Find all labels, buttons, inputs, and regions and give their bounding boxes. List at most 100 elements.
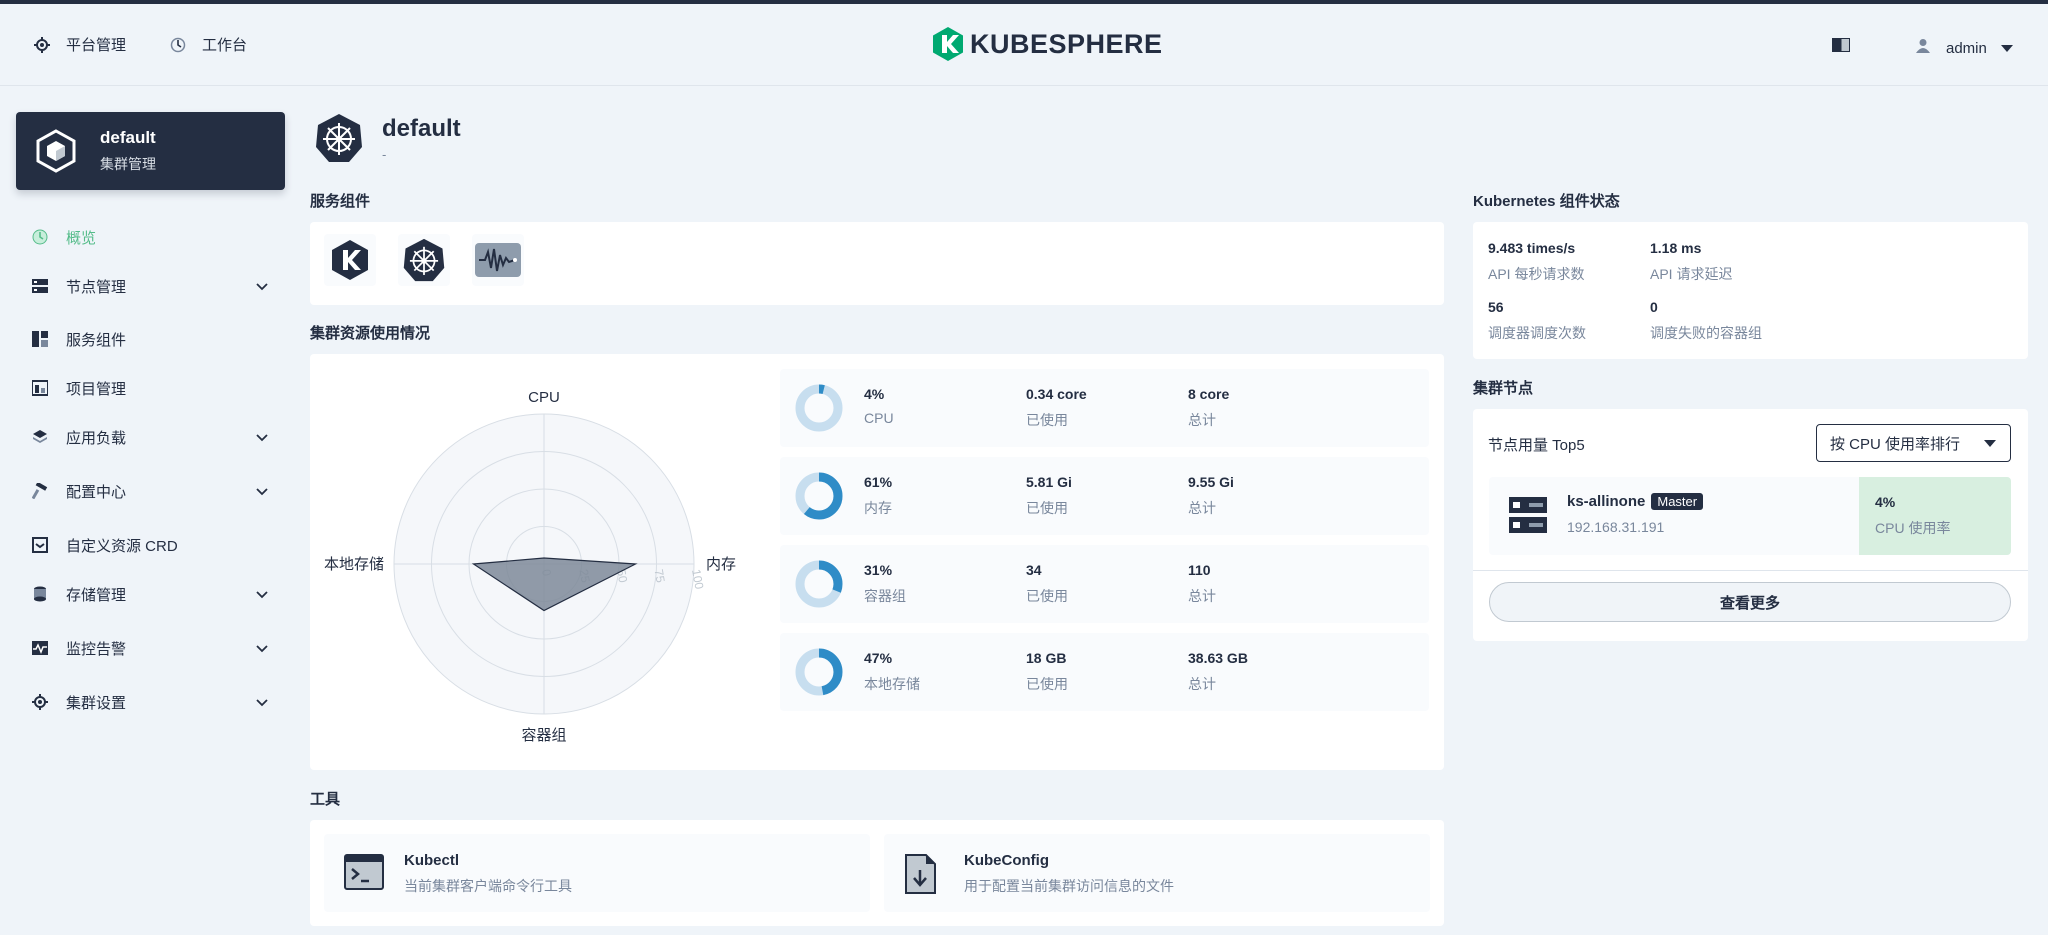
- metric-percent: 47%: [864, 650, 893, 666]
- sidebar-item-label: 应用负载: [66, 429, 127, 447]
- sidebar-item-config[interactable]: 配置中心: [32, 479, 272, 503]
- sidebar-item-label: 项目管理: [66, 380, 127, 398]
- server-icon: [1509, 497, 1547, 538]
- metric-used: 5.81 Gi: [1026, 474, 1072, 490]
- metric-used-label: 已使用: [1026, 588, 1068, 604]
- metric-name: CPU: [864, 410, 894, 426]
- sidebar-item-workloads[interactable]: 应用负载: [32, 425, 272, 449]
- components-icon: [32, 331, 48, 347]
- user-menu[interactable]: admin: [1916, 38, 2013, 58]
- radar-axis-label: CPU: [528, 389, 560, 406]
- metric-total: 110: [1188, 562, 1211, 578]
- k8s-status-panel: 9.483 times/s API 每秒请求数 1.18 ms API 请求延迟 5…: [1473, 222, 2028, 359]
- kubesphere-logo-icon: [933, 27, 963, 61]
- node-cpu-label: CPU 使用率: [1875, 520, 1951, 536]
- sidebar-item-label: 配置中心: [66, 483, 127, 501]
- node-name: ks-allinone: [1567, 493, 1646, 510]
- metric-storage: 47% 本地存储 18 GB 已使用 38.63 GB 总计: [780, 633, 1429, 711]
- crd-icon: [32, 537, 48, 553]
- chevron-down-icon: [256, 694, 268, 711]
- sidebar-item-nodes[interactable]: 节点管理: [32, 274, 272, 298]
- workbench-nav[interactable]: 工作台: [168, 34, 247, 55]
- metric-total-label: 总计: [1188, 412, 1216, 428]
- radar-tick-label: 100: [689, 568, 706, 590]
- kubesphere-icon[interactable]: [324, 234, 376, 286]
- k8s-label: API 每秒请求数: [1488, 266, 1585, 282]
- metric-used-label: 已使用: [1026, 412, 1068, 428]
- cluster-nodes-title: 集群节点: [1473, 380, 1534, 397]
- ring-fill: [795, 560, 843, 608]
- sidebar-item-overview[interactable]: 概览: [32, 225, 272, 249]
- node-cpu-value: 4%: [1875, 494, 1896, 510]
- metric-used: 34: [1026, 562, 1042, 578]
- file-download-icon: [904, 854, 936, 899]
- header: 平台管理 工作台 KUBESPHERE admin: [0, 4, 2048, 86]
- usage-ring: [795, 384, 843, 432]
- node-row[interactable]: ks-allinone Master 192.168.31.191 4% CPU …: [1489, 477, 2011, 555]
- sidebar-item-components[interactable]: 服务组件: [32, 327, 272, 351]
- usage-ring: [795, 560, 843, 608]
- tool-kubeconfig[interactable]: KubeConfig 用于配置当前集群访问信息的文件: [884, 834, 1430, 912]
- monitoring-wave-icon[interactable]: [472, 234, 524, 286]
- node-ip: 192.168.31.191: [1567, 519, 1665, 535]
- nodes-top-label: 节点用量 Top5: [1488, 437, 1585, 454]
- page-header: default -: [314, 113, 461, 163]
- sidebar-item-projects[interactable]: 项目管理: [32, 376, 272, 400]
- usage-ring: [795, 648, 843, 696]
- ring-fill: [795, 384, 843, 432]
- chevron-down-icon: [256, 429, 268, 446]
- ring-fill: [795, 648, 843, 696]
- chevron-down-icon: [256, 640, 268, 657]
- k8s-scheduler-failed: 0 调度失败的容器组: [1650, 299, 1762, 343]
- logo-text: KUBESPHERE: [970, 28, 1163, 59]
- k8s-value: 0: [1650, 299, 1658, 315]
- metric-percent: 4%: [864, 386, 885, 402]
- radar-axis-label: 本地存储: [324, 556, 384, 573]
- chevron-down-icon: [1984, 440, 1996, 447]
- kubernetes-icon[interactable]: [398, 234, 450, 286]
- sidebar-item-label: 服务组件: [66, 331, 127, 349]
- sort-select[interactable]: 按 CPU 使用率排行: [1816, 424, 2011, 462]
- tool-description: 用于配置当前集群访问信息的文件: [964, 878, 1174, 894]
- sidebar-item-crd[interactable]: 自定义资源 CRD: [32, 533, 272, 557]
- platform-nav[interactable]: 平台管理: [32, 34, 126, 55]
- user-icon: [1916, 38, 1930, 58]
- page-title: default: [382, 114, 461, 142]
- kubernetes-icon: [314, 113, 364, 163]
- view-more-button[interactable]: 查看更多: [1489, 582, 2011, 622]
- cluster-nodes-panel: 节点用量 Top5 按 CPU 使用率排行 ks-allinone Master …: [1473, 409, 2028, 641]
- metric-total: 8 core: [1188, 386, 1230, 402]
- cluster-selector[interactable]: default 集群管理: [16, 112, 285, 190]
- sidebar-item-label: 监控告警: [66, 640, 127, 658]
- metric-used-label: 已使用: [1026, 676, 1068, 692]
- kubesphere-logo[interactable]: KUBESPHERE: [932, 26, 1163, 62]
- layout-toggle[interactable]: [1832, 38, 1850, 56]
- workbench-label: 工作台: [202, 37, 248, 54]
- usage-ring: [795, 472, 843, 520]
- radar-tick-label: 75: [652, 568, 668, 584]
- metric-total-label: 总计: [1188, 676, 1216, 692]
- cluster-name: default: [100, 128, 156, 147]
- metric-used: 0.34 core: [1026, 386, 1087, 402]
- nodes-icon: [32, 278, 48, 294]
- chevron-down-icon: [256, 278, 268, 295]
- sidebar-item-storage[interactable]: 存储管理: [32, 582, 272, 606]
- overview-icon: [32, 229, 48, 245]
- k8s-api-latency: 1.18 ms API 请求延迟: [1650, 240, 1732, 284]
- sidebar-item-label: 集群设置: [66, 694, 127, 712]
- k8s-value: 56: [1488, 299, 1504, 315]
- k8s-api-qps: 9.483 times/s API 每秒请求数: [1488, 240, 1584, 284]
- cluster-icon: [34, 129, 78, 173]
- divider: [1473, 570, 2028, 571]
- sidebar-item-monitoring[interactable]: 监控告警: [32, 636, 272, 660]
- metric-total-label: 总计: [1188, 500, 1216, 516]
- metric-total: 38.63 GB: [1188, 650, 1248, 666]
- k8s-label: 调度器调度次数: [1488, 325, 1586, 341]
- top-strip: [0, 0, 2048, 4]
- node-role-badge: Master: [1651, 493, 1704, 510]
- ring-track: [795, 384, 843, 432]
- sidebar-item-settings[interactable]: 集群设置: [32, 690, 272, 714]
- tool-kubectl[interactable]: Kubectl 当前集群客户端命令行工具: [324, 834, 870, 912]
- k8s-status-title: Kubernetes 组件状态: [1473, 193, 1620, 210]
- tools-title: 工具: [310, 791, 341, 808]
